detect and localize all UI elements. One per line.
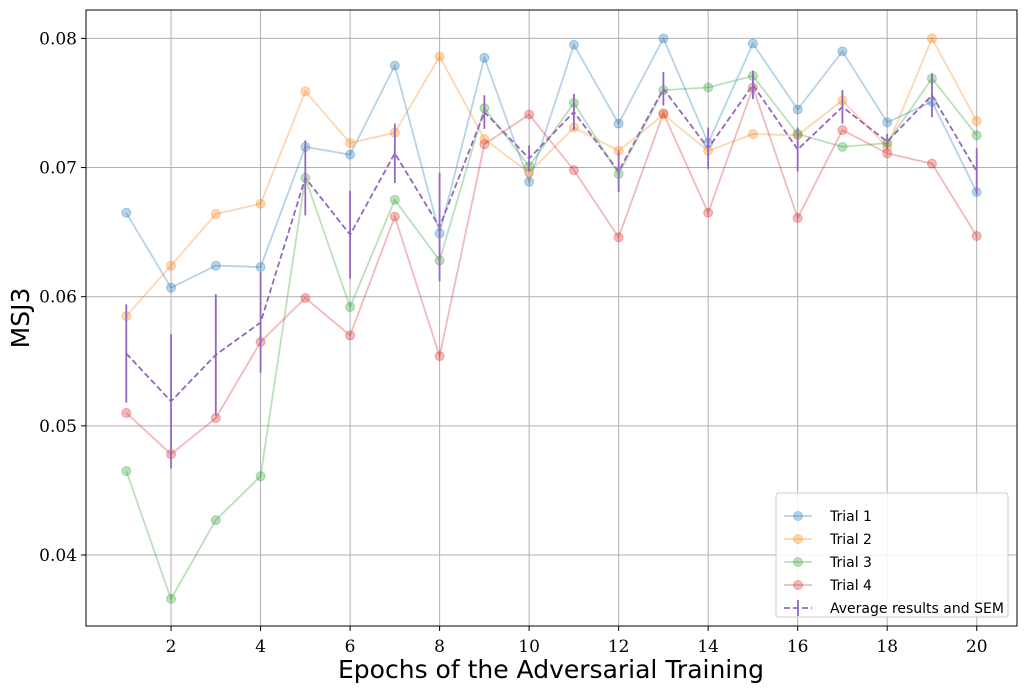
data-point (524, 176, 535, 187)
data-point (837, 141, 848, 152)
data-point (613, 118, 624, 129)
data-point (747, 128, 758, 139)
data-point (971, 230, 982, 241)
data-point (345, 138, 356, 149)
data-point (837, 46, 848, 57)
x-tick-label: 18 (876, 637, 898, 657)
data-point (210, 260, 221, 271)
legend-box (775, 492, 1009, 618)
x-tick-label: 20 (966, 637, 988, 657)
data-point (479, 52, 490, 63)
data-point (792, 104, 803, 115)
y-axis-label: MSJ3 (6, 288, 35, 349)
legend-marker (793, 580, 803, 590)
data-point (210, 515, 221, 526)
legend-label: Trial 2 (829, 532, 872, 548)
data-point (613, 232, 624, 243)
average-line (125, 83, 978, 403)
plot-frame (85, 9, 1018, 627)
x-tick-label: 12 (608, 637, 630, 657)
data-point (882, 117, 893, 128)
x-axis-label: Epochs of the Adversarial Training (338, 655, 764, 684)
series-line (125, 74, 978, 602)
x-tick-label: 4 (255, 637, 266, 657)
x-tick-label: 6 (345, 637, 356, 657)
data-point (971, 116, 982, 127)
data-point (703, 207, 714, 218)
data-point (658, 33, 669, 44)
legend-marker (793, 534, 803, 544)
data-point (345, 330, 356, 341)
data-point (121, 407, 132, 418)
legend-item-trial-3: Trial 3 (784, 555, 872, 571)
legend-label: Trial 3 (829, 555, 872, 571)
data-point (926, 33, 937, 44)
x-tick-label: 14 (697, 637, 719, 657)
data-point (747, 38, 758, 49)
legend-marker (793, 511, 803, 521)
series-line (125, 36, 978, 317)
x-tick-label: 16 (787, 637, 809, 657)
data-point (121, 207, 132, 218)
data-point (703, 82, 714, 93)
data-point (658, 109, 669, 120)
legend: Trial 1 Trial 2 Trial 3 Trial 4 Average resu… (775, 492, 1009, 618)
legend-item-trial-4: Trial 4 (784, 578, 872, 594)
data-point (792, 212, 803, 223)
data-point (255, 261, 266, 272)
legend-label: Trial 1 (829, 509, 872, 525)
data-point (524, 109, 535, 120)
data-point (389, 194, 400, 205)
data-point (300, 292, 311, 303)
y-tick-label: 0.06 (39, 288, 77, 308)
legend-item-trial-1: Trial 1 (784, 509, 872, 525)
axis-ticks: 2 4 6 8 10 12 14 16 18 20 0.04 0.05 0.06 0.07 0.08 (39, 29, 987, 657)
legend-item-average: Average results and SEM (784, 600, 1004, 617)
y-tick-label: 0.08 (39, 29, 77, 49)
x-tick-label: 2 (166, 637, 177, 657)
data-point (479, 134, 490, 145)
y-tick-label: 0.05 (39, 417, 77, 437)
data-point (882, 148, 893, 159)
data-point (434, 351, 445, 362)
data-point (568, 39, 579, 50)
data-point (971, 130, 982, 141)
data-point (300, 86, 311, 97)
x-tick-label: 8 (434, 637, 445, 657)
data-point (255, 198, 266, 209)
x-tick-label: 10 (518, 637, 540, 657)
data-point (121, 466, 132, 477)
legend-label: Average results and SEM (830, 601, 1004, 617)
series-line (125, 84, 978, 456)
data-point (926, 158, 937, 169)
data-point (166, 282, 177, 293)
average-series (125, 70, 978, 469)
data-point (479, 139, 490, 150)
series-trial-4 (121, 82, 982, 460)
legend-marker (793, 557, 803, 567)
data-point (434, 51, 445, 62)
legend-label: Trial 4 (829, 578, 872, 594)
data-point (658, 108, 669, 119)
data-point (837, 125, 848, 136)
y-tick-label: 0.07 (39, 159, 77, 179)
data-point (166, 593, 177, 604)
data-point (255, 471, 266, 482)
legend-item-trial-2: Trial 2 (784, 532, 872, 548)
data-point (345, 302, 356, 313)
data-point (389, 211, 400, 222)
y-tick-label: 0.04 (39, 546, 77, 566)
data-point (210, 209, 221, 220)
data-point (166, 260, 177, 271)
data-point (345, 149, 356, 160)
series-line (125, 36, 978, 289)
data-point (389, 60, 400, 71)
series-trial-1 (121, 33, 982, 293)
data-point (568, 165, 579, 176)
